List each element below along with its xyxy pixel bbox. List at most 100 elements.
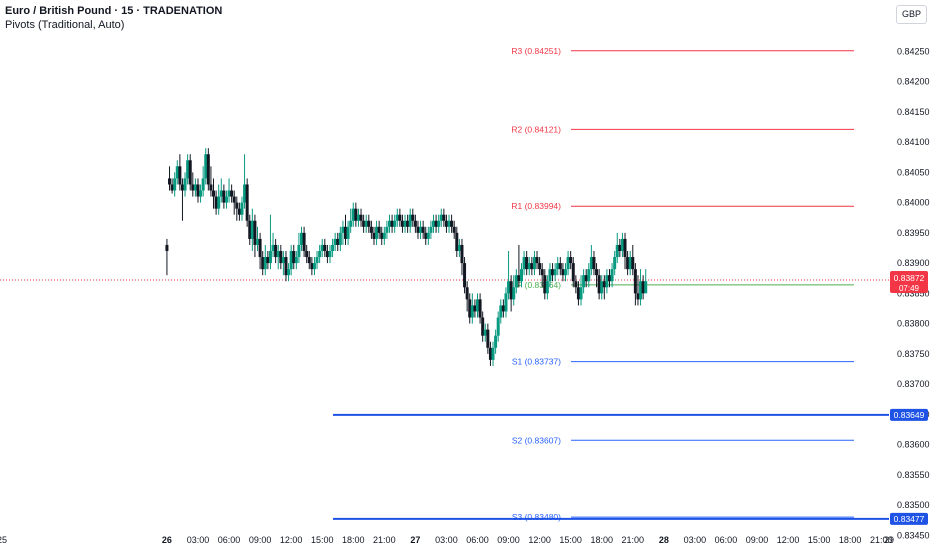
candle xyxy=(217,184,221,215)
candle xyxy=(180,178,184,221)
candle xyxy=(509,275,513,312)
candle xyxy=(300,226,304,251)
candle xyxy=(558,257,562,276)
candle xyxy=(183,172,187,197)
candle-body xyxy=(323,244,327,251)
candle xyxy=(393,214,397,233)
candle-body xyxy=(351,208,355,221)
candle xyxy=(519,263,523,288)
candle-body xyxy=(196,184,200,197)
candle-body xyxy=(576,287,580,300)
candle-body xyxy=(584,275,588,282)
candle-body xyxy=(367,220,371,227)
candle-body xyxy=(400,220,404,227)
candle xyxy=(305,244,309,264)
candle-body xyxy=(237,208,241,215)
horizontal-line-price-text: 0.83649 xyxy=(894,410,925,420)
candle-body xyxy=(644,281,648,294)
candle-body xyxy=(470,305,474,318)
candle-body xyxy=(491,347,495,360)
candle-body xyxy=(261,257,265,270)
candle xyxy=(222,184,226,209)
candle-body xyxy=(338,232,342,245)
candle xyxy=(261,250,265,276)
candle xyxy=(191,172,195,197)
candle xyxy=(346,220,350,245)
candle xyxy=(587,263,591,288)
candle-body xyxy=(302,232,306,251)
candle-body xyxy=(421,226,425,233)
candle-body xyxy=(204,154,208,179)
candle-body xyxy=(615,244,619,258)
candle xyxy=(318,244,322,264)
time-tick-label: 25 xyxy=(0,535,7,545)
candle xyxy=(512,275,516,306)
candle xyxy=(468,293,472,324)
candle xyxy=(579,275,583,306)
candle-body xyxy=(268,250,272,264)
candle xyxy=(626,250,630,276)
candle-body xyxy=(538,263,542,270)
candle xyxy=(310,257,314,276)
candle xyxy=(641,275,645,300)
candle xyxy=(258,232,262,270)
candle-body xyxy=(571,263,575,282)
indicator-legend[interactable]: Pivots (Traditional, Auto) xyxy=(5,19,125,31)
candle-body xyxy=(217,196,221,209)
candle-body xyxy=(507,281,511,294)
price-tick-label: 0.84200 xyxy=(897,77,930,87)
candle xyxy=(284,250,288,282)
candle xyxy=(323,238,327,258)
candle-body xyxy=(191,184,195,191)
currency-button[interactable]: GBP xyxy=(896,5,927,24)
candle-body xyxy=(356,214,360,221)
candle xyxy=(199,184,203,203)
candle xyxy=(279,244,283,270)
last-price-text: 0.83872 xyxy=(894,273,925,283)
candle xyxy=(336,232,340,251)
candle-body xyxy=(439,214,443,221)
horizontal-line-price-tag xyxy=(890,512,928,525)
candle xyxy=(287,263,291,282)
candle xyxy=(307,250,311,270)
candle xyxy=(605,269,609,294)
candle-body xyxy=(165,244,169,251)
candle xyxy=(457,238,461,258)
candle-body xyxy=(641,281,645,294)
candle xyxy=(538,257,542,276)
candle-body xyxy=(354,208,358,221)
candle xyxy=(227,178,231,203)
time-tick-label: 18:00 xyxy=(590,535,613,545)
candle xyxy=(237,202,241,221)
candle xyxy=(274,238,278,264)
price-tick-label: 0.83500 xyxy=(897,500,930,510)
candle xyxy=(628,250,632,276)
time-tick-label: 26 xyxy=(162,535,172,545)
candle-body xyxy=(224,196,228,203)
candle xyxy=(312,257,316,276)
candle xyxy=(362,214,366,233)
time-tick-label: 18:00 xyxy=(839,535,862,545)
price-tick-label: 0.84250 xyxy=(897,46,930,56)
candle xyxy=(618,238,622,258)
candle xyxy=(325,244,329,264)
candle-body xyxy=(406,220,410,227)
time-tick-label: 09:00 xyxy=(497,535,520,545)
candle xyxy=(488,341,492,366)
candle-body xyxy=(382,232,386,239)
candle xyxy=(426,226,430,245)
candle xyxy=(540,263,544,288)
time-tick-label: 21:00 xyxy=(870,535,893,545)
candle xyxy=(530,257,534,276)
candle xyxy=(175,160,179,185)
time-tick-label: 21:00 xyxy=(373,535,396,545)
candle xyxy=(341,220,345,245)
candle xyxy=(206,148,210,191)
candle xyxy=(328,244,332,264)
candle-body xyxy=(206,154,210,185)
candle xyxy=(268,214,272,270)
candle xyxy=(597,269,601,300)
time-tick-label: 06:00 xyxy=(466,535,489,545)
price-tick-label: 0.83800 xyxy=(897,319,930,329)
